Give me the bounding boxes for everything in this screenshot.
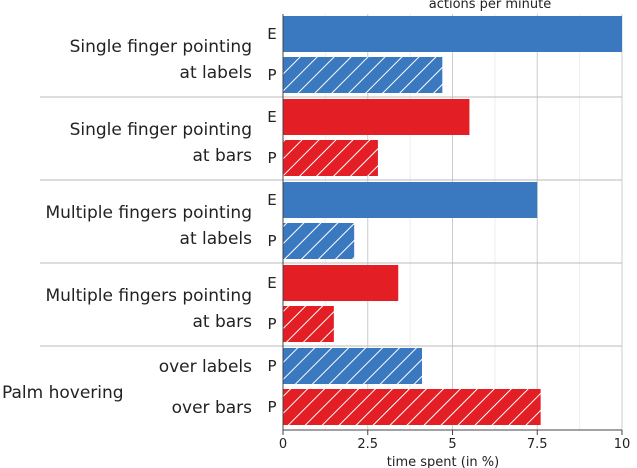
row-tag: P — [267, 232, 276, 250]
x-axis-ticks: 0 2.5 5 7.5 10 — [279, 14, 630, 452]
bar — [283, 16, 622, 52]
tick-label: 2.5 — [357, 437, 378, 452]
bar — [283, 57, 443, 93]
category-label: Multiple fingers pointing — [45, 286, 252, 306]
row-tag: P — [267, 398, 276, 416]
tick-label: 5 — [448, 437, 456, 452]
row-tag: E — [267, 274, 276, 292]
bar — [283, 389, 541, 425]
tick-label: 0 — [279, 437, 287, 452]
bar — [283, 99, 470, 135]
row-tag: P — [267, 149, 276, 167]
category-label: at bars — [192, 146, 252, 166]
category-label: at labels — [180, 63, 253, 83]
category-label: Single finger pointing — [70, 37, 252, 57]
row-tag: E — [267, 25, 276, 43]
tick-label: 10 — [614, 437, 631, 452]
category-label: Palm hovering — [2, 383, 124, 403]
group-separators — [40, 96, 622, 347]
bar — [283, 348, 422, 384]
bars — [283, 16, 622, 425]
category-label: Single finger pointing — [70, 120, 252, 140]
bar — [283, 265, 399, 301]
bar — [283, 182, 538, 218]
category-label: Multiple fingers pointing — [45, 203, 252, 223]
row-tag: P — [267, 315, 276, 333]
row-tag: E — [267, 108, 276, 126]
row-tag: P — [267, 66, 276, 84]
top-axis-title: actions per minute — [429, 0, 552, 12]
category-label: at labels — [180, 229, 253, 249]
category-label: at bars — [192, 312, 252, 332]
row-tag: P — [267, 357, 276, 375]
bar — [283, 223, 355, 259]
bar — [283, 140, 378, 176]
category-labels: Single finger pointing at labels E P Single … — [2, 25, 277, 418]
tick-label: 7.5 — [527, 437, 548, 452]
row-sublabel: over labels — [159, 357, 252, 377]
x-axis-title: time spent (in %) — [387, 455, 499, 468]
bar — [283, 306, 334, 342]
row-tag: E — [267, 191, 276, 209]
row-sublabel: over bars — [172, 398, 253, 418]
